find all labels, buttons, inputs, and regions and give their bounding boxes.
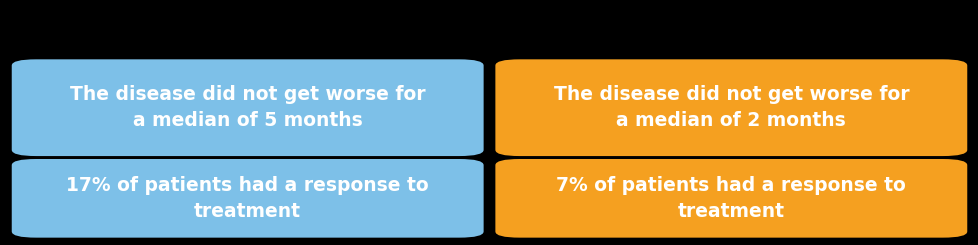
Text: The disease did not get worse for
a median of 2 months: The disease did not get worse for a medi… bbox=[553, 85, 909, 130]
Text: The disease did not get worse for
a median of 5 months: The disease did not get worse for a medi… bbox=[69, 85, 425, 130]
FancyBboxPatch shape bbox=[12, 159, 483, 238]
Text: 17% of patients had a response to
treatment: 17% of patients had a response to treatm… bbox=[67, 176, 428, 221]
Text: 7% of patients had a response to
treatment: 7% of patients had a response to treatme… bbox=[556, 176, 906, 221]
FancyBboxPatch shape bbox=[12, 59, 483, 156]
FancyBboxPatch shape bbox=[495, 159, 966, 238]
FancyBboxPatch shape bbox=[495, 59, 966, 156]
